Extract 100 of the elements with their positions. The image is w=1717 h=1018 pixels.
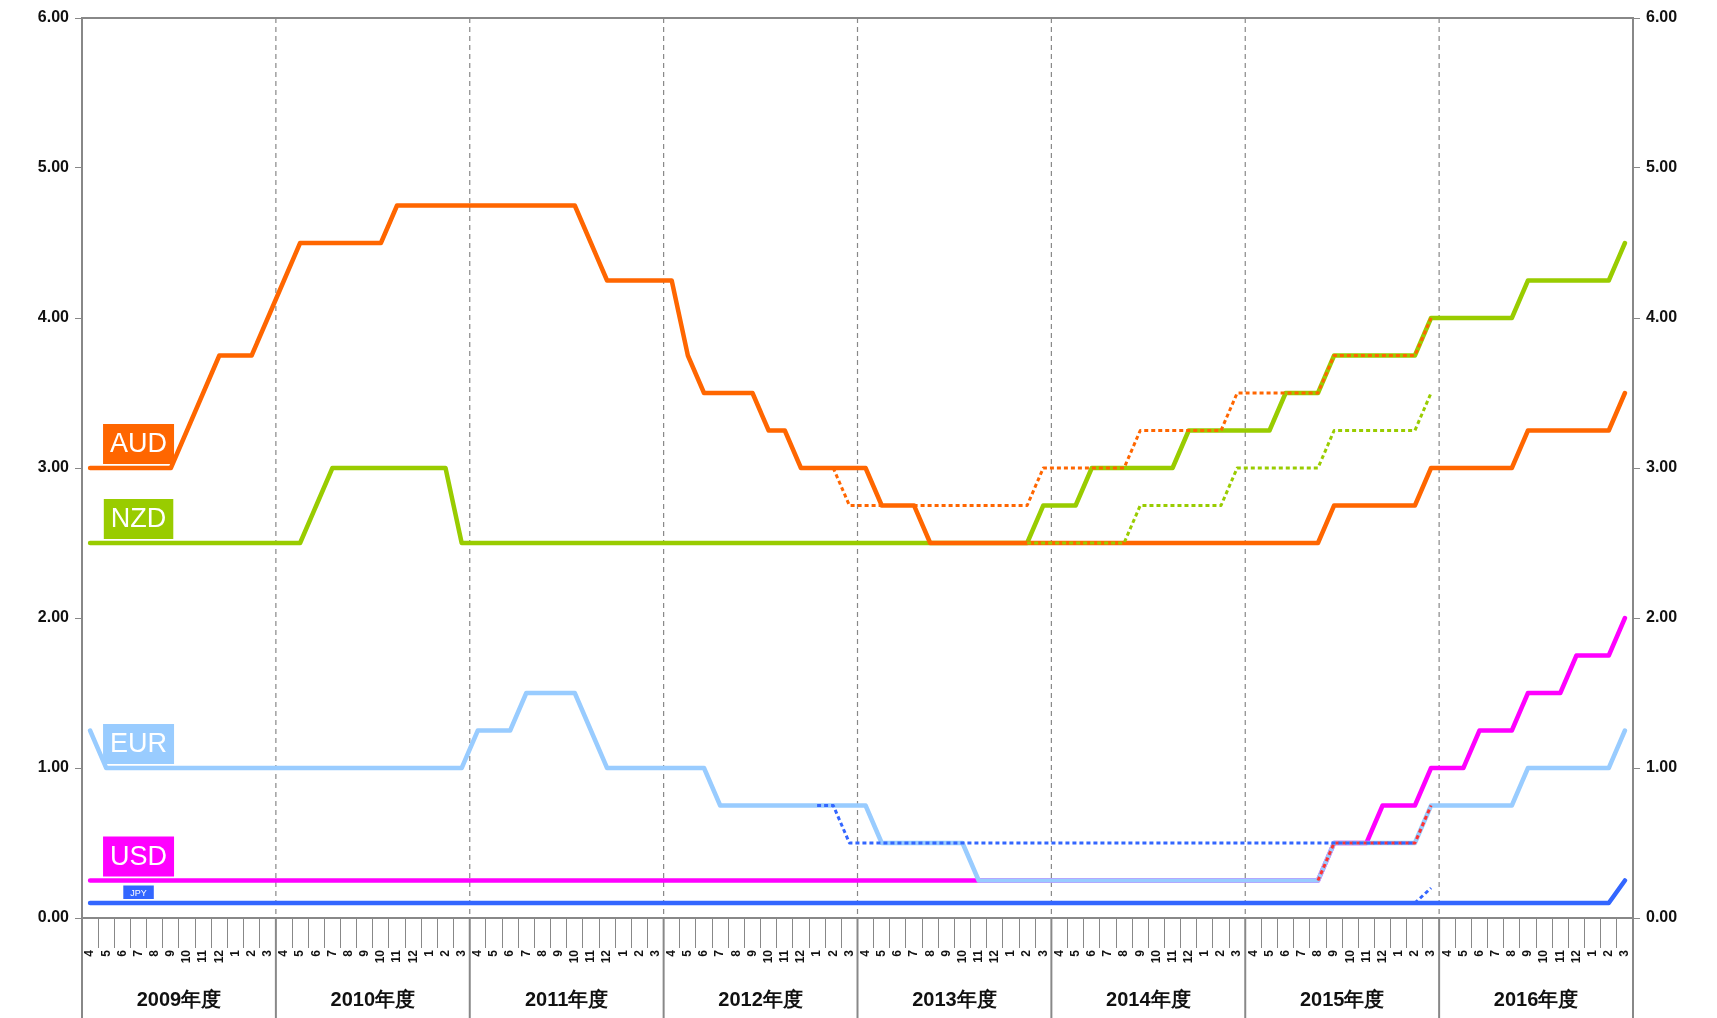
text: 2012年度 (718, 987, 803, 1010)
x-tick-label: 4 (1245, 949, 1260, 957)
x-tick-label: 4 (664, 949, 679, 957)
x-tick-label: 3 (1229, 949, 1244, 957)
x-tick-label: 5 (1067, 949, 1082, 957)
x-tick-label: 6 (1277, 949, 1292, 957)
x-tick-label: 9 (1326, 949, 1341, 957)
text: 2010年度 (330, 987, 416, 1010)
series-label: AUD (110, 428, 168, 459)
x-tick-label: 11 (583, 949, 598, 963)
y-tick-label: 5.00 (37, 158, 70, 176)
x-tick-label: 7 (130, 949, 145, 957)
x-tick-label: 11 (1552, 949, 1567, 963)
x-tick-label: 2 (631, 949, 646, 957)
x-tick-label: 4 (470, 949, 485, 957)
x-tick-label: 1 (1391, 949, 1406, 957)
y-tick-label: 4.00 (37, 308, 70, 326)
x-tick-label: 11 (1164, 949, 1179, 963)
y2-tick-label: 3.00 (1646, 458, 1678, 476)
x-tick-label: 6 (114, 949, 129, 957)
x-tick-label: 6 (890, 949, 905, 957)
y2-tick-label: 0.00 (1646, 908, 1678, 926)
y2-tick-label: 2.00 (1646, 608, 1678, 626)
x-tick-label: 1 (1584, 949, 1599, 957)
x-tick-label: 10 (954, 949, 969, 964)
x-tick-label: 3 (1617, 949, 1632, 957)
x-tick-label: 7 (1100, 949, 1115, 957)
x-tick-label: 9 (1520, 949, 1535, 957)
x-tick-label: 2 (243, 949, 258, 957)
x-tick-label: 5 (292, 949, 307, 957)
x-tick-label: 11 (777, 949, 792, 963)
x-tick-label: 2 (1407, 949, 1422, 957)
x-tick-label: 4 (857, 949, 872, 957)
x-tick-label: 7 (1487, 949, 1502, 957)
x-tick-label: 7 (712, 949, 727, 957)
y2-tick-label: 6.00 (1646, 8, 1678, 26)
x-tick-label: 5 (874, 949, 889, 957)
x-tick-label: 6 (1084, 949, 1099, 957)
x-tick-label: 2 (825, 949, 840, 957)
x-tick-label: 2 (1213, 949, 1228, 957)
x-tick-label: 12 (987, 949, 1002, 964)
y-tick-label: 3.00 (37, 458, 70, 476)
x-tick-label: 10 (760, 949, 775, 964)
x-tick-label: 9 (1132, 949, 1147, 957)
series-label: JPY (130, 887, 147, 898)
y2-tick-label: 4.00 (1646, 308, 1678, 326)
x-tick-label: 8 (922, 949, 937, 957)
x-tick-label: 12 (1181, 949, 1196, 964)
y-tick-label: 0.00 (37, 908, 70, 926)
x-tick-label: 4 (1439, 949, 1454, 957)
x-tick-label: 5 (1455, 949, 1470, 957)
x-tick-label: 7 (906, 949, 921, 957)
x-tick-label: 11 (1358, 949, 1373, 963)
x-tick-label: 10 (373, 949, 388, 964)
text: 2014年度 (1106, 987, 1191, 1010)
x-tick-label: 8 (1310, 949, 1325, 957)
x-tick-label: 5 (98, 949, 113, 957)
x-tick-label: 4 (1051, 949, 1066, 957)
x-tick-label: 8 (147, 949, 162, 957)
text: 2016年度 (1493, 987, 1579, 1010)
series-label: NZD (110, 503, 167, 534)
x-tick-label: 9 (357, 949, 372, 957)
x-tick-label: 3 (841, 949, 856, 957)
y-tick-label: 6.00 (37, 8, 70, 26)
x-tick-label: 1 (421, 949, 436, 957)
y2-tick-label: 1.00 (1646, 758, 1678, 776)
text: 2015年度 (1299, 987, 1385, 1010)
x-tick-label: 5 (680, 949, 695, 957)
x-tick-label: 9 (938, 949, 953, 957)
x-tick-label: 1 (1197, 949, 1212, 957)
series-label: USD (110, 840, 168, 871)
x-tick-label: 6 (502, 949, 517, 957)
x-tick-label: 10 (567, 949, 582, 964)
x-tick-label: 2 (1601, 949, 1616, 957)
x-tick-label: 4 (276, 949, 291, 957)
x-tick-label: 6 (1471, 949, 1486, 957)
x-tick-label: 12 (1568, 949, 1583, 964)
x-tick-label: 12 (211, 949, 226, 964)
x-tick-label: 1 (615, 949, 630, 957)
x-tick-label: 4 (82, 949, 97, 957)
x-tick-label: 12 (1374, 949, 1389, 964)
x-tick-label: 8 (340, 949, 355, 957)
x-tick-label: 12 (405, 949, 420, 964)
x-tick-label: 12 (599, 949, 614, 964)
series-label: EUR (110, 728, 168, 759)
x-tick-label: 12 (793, 949, 808, 964)
x-tick-label: 3 (260, 949, 275, 957)
x-tick-label: 1 (1003, 949, 1018, 957)
x-tick-label: 8 (1116, 949, 1131, 957)
x-tick-label: 7 (1294, 949, 1309, 957)
x-tick-label: 10 (1536, 949, 1551, 964)
x-tick-label: 5 (1261, 949, 1276, 957)
line-series (831, 316, 1433, 507)
x-tick-label: 3 (647, 949, 662, 957)
y2-tick-label: 5.00 (1646, 158, 1678, 176)
x-tick-label: 6 (696, 949, 711, 957)
x-tick-label: 1 (227, 949, 242, 957)
x-tick-label: 3 (453, 949, 468, 957)
text: 2009年度 (136, 987, 222, 1010)
x-tick-label: 10 (1148, 949, 1163, 964)
